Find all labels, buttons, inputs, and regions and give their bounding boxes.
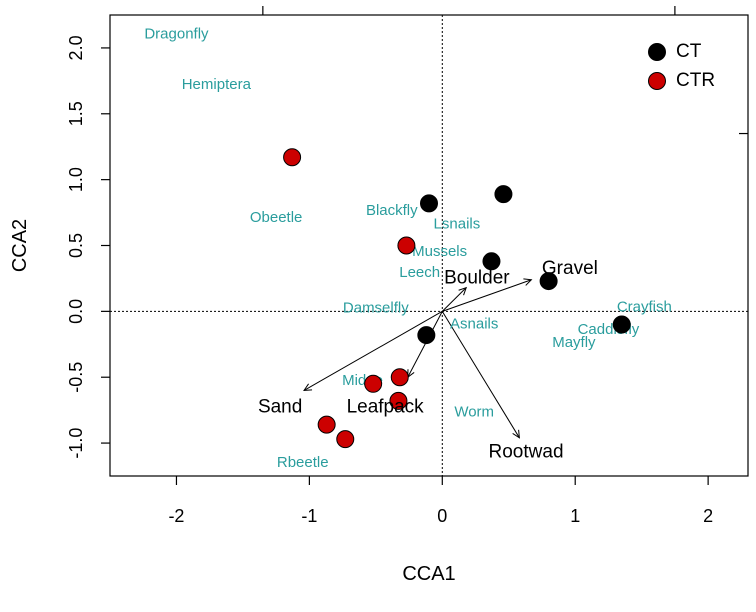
legend-label: CT	[676, 41, 702, 62]
env-vector-label: Leafpack	[347, 397, 425, 418]
species-label: Mayfly	[552, 334, 596, 351]
env-vector-arrow	[303, 310, 443, 391]
env-vector-arrow	[441, 286, 468, 312]
species-label: Lsnails	[434, 215, 481, 232]
site-point-ct	[494, 185, 513, 204]
species-label: Asnails	[450, 315, 498, 332]
env-vector-label: Boulder	[444, 267, 510, 288]
legend-label: CTR	[676, 70, 715, 91]
y-tick-label: -0.5	[66, 362, 86, 393]
site-point-ct	[420, 194, 438, 213]
env-vector-label: Sand	[258, 397, 302, 418]
x-tick-label: 0	[437, 506, 447, 526]
y-tick-label: 0.0	[66, 299, 86, 324]
site-point-ctr	[364, 374, 383, 393]
site-point-ctr	[317, 415, 336, 434]
x-tick-label: -2	[168, 506, 184, 526]
legend: CT CTR	[648, 41, 715, 91]
site-point-ctr	[389, 391, 408, 410]
species-label: Blackfly	[366, 202, 418, 219]
site-point-ct	[612, 315, 631, 334]
x-tick-label: 2	[703, 506, 713, 526]
y-tick-label: 0.5	[66, 233, 86, 258]
y-tick-label: -1.0	[66, 428, 86, 459]
env-vector-arrow	[441, 311, 520, 439]
x-tick-label: 1	[570, 506, 580, 526]
site-point-ct	[417, 326, 436, 345]
y-tick-label: 2.0	[66, 35, 86, 60]
x-tick-label: -1	[301, 506, 317, 526]
site-point-ctr	[390, 368, 409, 387]
site-point-ctr	[283, 148, 302, 167]
x-axis-title: CCA1	[402, 563, 455, 585]
species-label: Mussels	[412, 243, 467, 260]
site-point-ctr	[397, 236, 416, 255]
species-label: Crayfish	[617, 298, 672, 315]
legend-marker	[648, 72, 666, 90]
legend-marker	[648, 43, 666, 61]
species-label: Dragonfly	[144, 26, 209, 43]
y-axis-title: CCA2	[9, 219, 31, 272]
species-label: Rbeetle	[277, 454, 329, 471]
site-point-ct	[539, 272, 558, 291]
y-tick-label: 1.0	[66, 167, 86, 192]
env-vector-label: Rootwad	[489, 441, 564, 462]
species-label: Obeetle	[250, 209, 303, 226]
site-point-ctr	[336, 430, 355, 449]
species-label: Leech	[399, 264, 440, 281]
species-label: Worm	[454, 404, 494, 421]
site-point-ct	[482, 252, 501, 271]
env-vector-arrow	[442, 278, 533, 312]
species-label: Hemiptera	[182, 76, 252, 93]
y-tick-label: 1.5	[66, 101, 86, 126]
env-vector-label: Gravel	[542, 258, 598, 279]
species-label: Damselfly	[343, 300, 409, 317]
